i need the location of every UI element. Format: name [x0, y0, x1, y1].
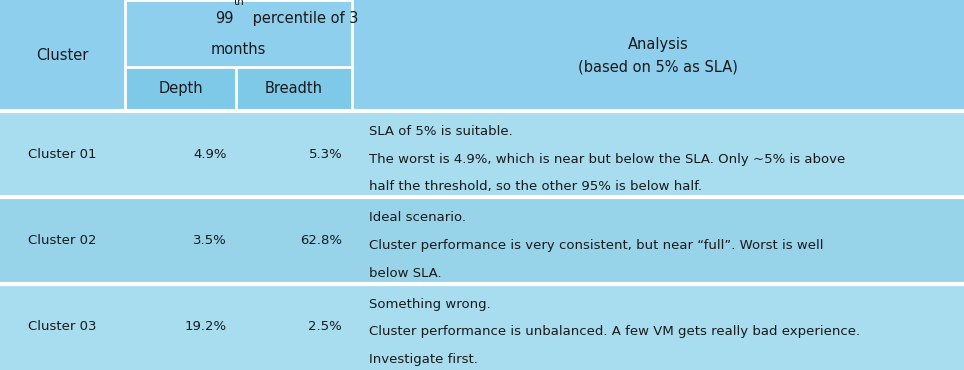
Text: 99: 99 — [215, 11, 233, 26]
Text: Cluster performance is very consistent, but near “full”. Worst is well: Cluster performance is very consistent, … — [369, 239, 823, 252]
Text: Analysis
(based on 5% as SLA): Analysis (based on 5% as SLA) — [578, 37, 737, 74]
Text: half the threshold, so the other 95% is below half.: half the threshold, so the other 95% is … — [369, 180, 702, 194]
Text: 4.9%: 4.9% — [193, 148, 227, 161]
Text: Breadth: Breadth — [265, 81, 323, 96]
Text: Cluster 02: Cluster 02 — [28, 234, 97, 247]
Text: 3.5%: 3.5% — [193, 234, 227, 247]
Text: 62.8%: 62.8% — [300, 234, 342, 247]
Text: Cluster 03: Cluster 03 — [28, 320, 97, 333]
Text: Cluster performance is unbalanced. A few VM gets really bad experience.: Cluster performance is unbalanced. A few… — [369, 325, 860, 338]
Text: Investigate first.: Investigate first. — [369, 353, 478, 366]
Text: 19.2%: 19.2% — [184, 320, 227, 333]
Text: SLA of 5% is suitable.: SLA of 5% is suitable. — [369, 125, 513, 138]
Text: months: months — [211, 43, 266, 57]
Text: Something wrong.: Something wrong. — [369, 297, 491, 310]
Text: Cluster 01: Cluster 01 — [28, 148, 97, 161]
Text: Cluster: Cluster — [37, 48, 89, 63]
Text: percentile of 3: percentile of 3 — [249, 11, 359, 26]
Text: Depth: Depth — [158, 81, 203, 96]
Bar — [125, 67, 352, 111]
Text: th: th — [233, 0, 245, 7]
Bar — [0, 197, 964, 284]
Text: 2.5%: 2.5% — [308, 320, 342, 333]
Bar — [125, 0, 352, 67]
Text: Ideal scenario.: Ideal scenario. — [369, 211, 467, 224]
Text: 5.3%: 5.3% — [308, 148, 342, 161]
Bar — [0, 111, 964, 197]
Bar — [0, 284, 964, 370]
Text: below SLA.: below SLA. — [369, 267, 442, 280]
Bar — [125, 0, 352, 111]
Text: The worst is 4.9%, which is near but below the SLA. Only ~5% is above: The worst is 4.9%, which is near but bel… — [369, 152, 845, 166]
